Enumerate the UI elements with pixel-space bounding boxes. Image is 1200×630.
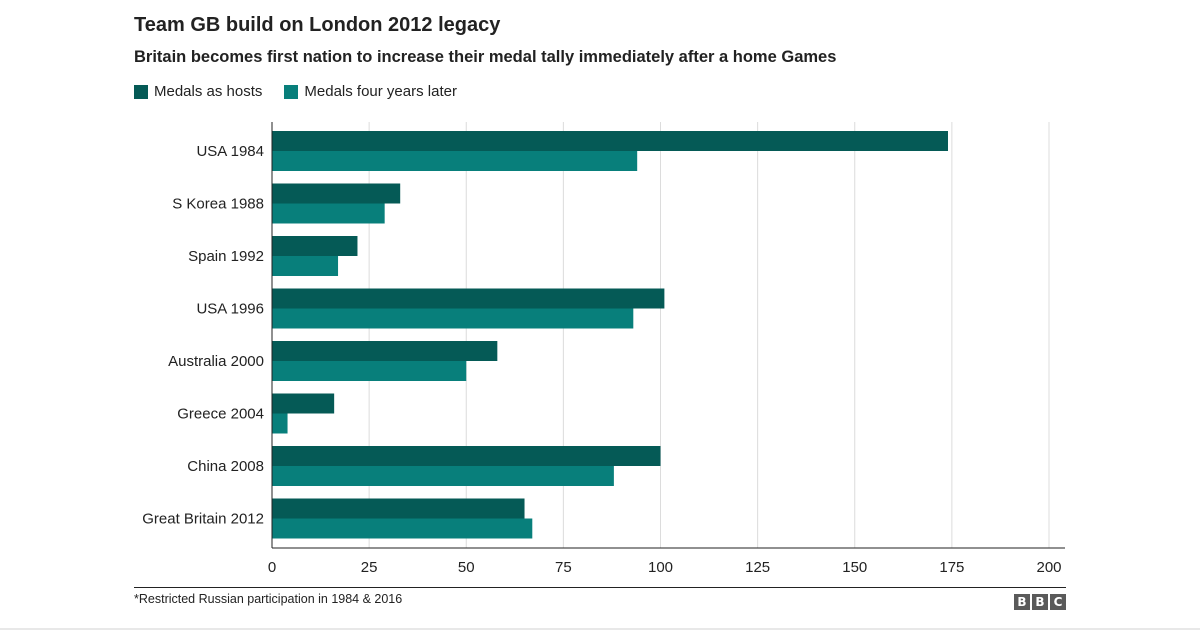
category-label: Spain 1992 [188, 248, 264, 265]
bar-later [272, 413, 288, 434]
legend-item-later: Medals four years later [284, 83, 457, 100]
page-bottom-border [0, 628, 1200, 630]
bar-hosts [272, 393, 335, 414]
category-label: Great Britain 2012 [142, 511, 264, 528]
category-label: Greece 2004 [177, 406, 264, 423]
bar-later [272, 203, 385, 224]
footer-divider [134, 587, 1066, 588]
legend-label-hosts: Medals as hosts [154, 83, 263, 100]
footnote: *Restricted Russian participation in 198… [134, 592, 403, 606]
bar-later [272, 256, 339, 276]
legend: Medals as hosts Medals four years later [134, 83, 457, 100]
x-tick-label: 200 [1036, 559, 1061, 576]
legend-label-later: Medals four years later [304, 83, 457, 100]
bbc-logo-letter: B [1014, 594, 1030, 610]
category-label: USA 1984 [196, 143, 264, 160]
bar-hosts [272, 288, 665, 309]
bar-later [272, 518, 533, 539]
bar-hosts [272, 446, 661, 466]
legend-item-hosts: Medals as hosts [134, 83, 262, 100]
legend-swatch-hosts [134, 84, 148, 99]
x-tick-label: 50 [458, 559, 475, 576]
bbc-logo-letter: B [1032, 594, 1048, 610]
bar-later [272, 308, 634, 329]
bar-hosts [272, 131, 948, 151]
bar-hosts [272, 341, 498, 361]
x-tick-label: 0 [268, 559, 276, 576]
category-label: USA 1996 [196, 301, 264, 318]
bbc-logo: B B C [1014, 594, 1066, 610]
category-label: Australia 2000 [168, 353, 264, 370]
bbc-logo-letter: C [1050, 594, 1066, 610]
x-tick-label: 100 [648, 559, 673, 576]
x-tick-label: 150 [842, 559, 867, 576]
x-tick-label: 125 [745, 559, 770, 576]
chart-subtitle: Britain becomes first nation to increase… [134, 48, 837, 66]
bar-later [272, 466, 614, 486]
bar-hosts [272, 498, 525, 519]
category-label: China 2008 [187, 458, 264, 475]
category-label: S Korea 1988 [172, 196, 264, 213]
bar-hosts [272, 236, 358, 256]
bar-later [272, 151, 638, 171]
chart-title: Team GB build on London 2012 legacy [134, 14, 501, 36]
x-tick-label: 175 [939, 559, 964, 576]
x-tick-label: 25 [361, 559, 378, 576]
x-tick-label: 75 [555, 559, 572, 576]
bar-later [272, 361, 467, 381]
legend-swatch-later [284, 84, 299, 99]
bar-hosts [272, 183, 401, 204]
